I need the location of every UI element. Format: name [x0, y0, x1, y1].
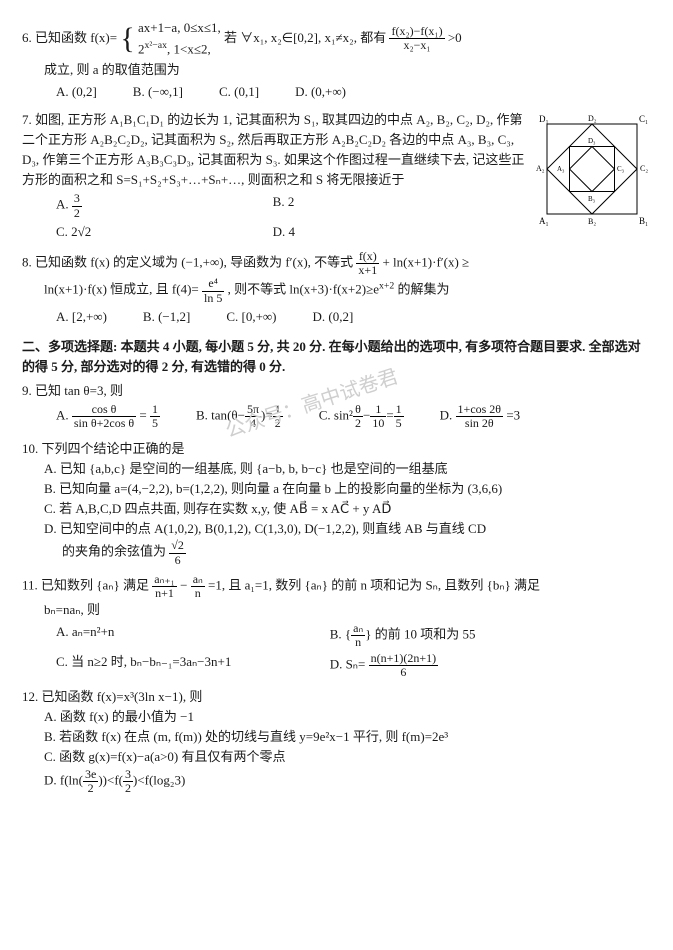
question-8: 8. 已知函数 f(x) 的定义域为 (−1,+∞), 导函数为 f′(x), …	[22, 250, 651, 329]
q6-stem4: 成立, 则 a 的取值范围为	[22, 60, 651, 80]
q10-stem: 下列四个结论中正确的是	[42, 441, 185, 456]
q7-num: 7.	[22, 112, 32, 127]
q8-options: A. [2,+∞) B. (−1,2] C. [0,+∞) D. (0,2]	[22, 307, 651, 329]
q6-num: 6.	[22, 30, 32, 45]
q9-opt-a: A. cos θsin θ+2cos θ = 15	[56, 403, 160, 430]
svg-text:A₃: A₃	[557, 165, 565, 173]
q11-opt-b: B. {aₙn} 的前 10 项和为 55	[330, 622, 604, 649]
q7-opt-c: C. 2√2	[56, 222, 273, 242]
q8-num: 8.	[22, 255, 32, 270]
q6-opt-d: D. (0,+∞)	[295, 82, 346, 102]
q11-opt-d: D. Sₙ= n(n+1)(2n+1)6	[330, 652, 604, 679]
q8-opt-b: B. (−1,2]	[143, 307, 190, 327]
q6-options: A. (0,2] B. (−∞,1] C. (0,1] D. (0,+∞)	[22, 82, 651, 104]
svg-text:B₁: B₁	[639, 216, 648, 226]
q12-opt-a: A. 函数 f(x) 的最小值为 −1	[22, 707, 651, 727]
svg-text:A₁: A₁	[539, 216, 549, 226]
q12-opt-d: D. f(ln(3e2))<f(32)<f(log₂3)	[22, 768, 651, 795]
q11-s1: 已知数列 {aₙ} 满足	[41, 577, 149, 592]
question-6: 6. 已知函数 f(x)= { ax+1−a, 0≤x≤1, 2x²−ax, 1…	[22, 18, 651, 104]
q9-opt-d: D. 1+cos 2θsin 2θ =3	[440, 403, 521, 430]
q11-opt-c: C. 当 n≥2 时, bₙ−bₙ₋₁=3aₙ−3n+1	[56, 652, 330, 679]
q10-opt-a: A. 已知 {a,b,c} 是空间的一组基底, 则 {a−b, b, b−c} …	[22, 459, 651, 479]
q7-opt-b: B. 2	[273, 192, 490, 219]
q7-figure: D₁ C₁ A₁ B₁ D₂ C₂ A₂ B₂ D₃ C₃ A₃ B₃	[533, 110, 651, 234]
brace-icon: {	[120, 22, 134, 55]
q8-opt-c: C. [0,+∞)	[226, 307, 276, 327]
q7-opt-d: D. 4	[273, 222, 490, 242]
q6-stem2: 若 ∀x₁, x₂∈[0,2], x₁≠x₂, 都有	[224, 30, 386, 45]
section-2-title: 二、多项选择题: 本题共 4 小题, 每小题 5 分, 共 20 分. 在每小题…	[22, 337, 651, 377]
q10-opt-d2: 的夹角的余弦值为 √26	[22, 539, 651, 566]
svg-text:C₂: C₂	[640, 164, 648, 173]
q6-piecewise: ax+1−a, 0≤x≤1, 2x²−ax, 1<x≤2,	[138, 18, 221, 60]
q6-stem1: 已知函数 f(x)=	[35, 30, 117, 45]
q12-stem: 已知函数 f(x)=x³(3ln x−1), 则	[42, 689, 203, 704]
q6-opt-b: B. (−∞,1]	[133, 82, 183, 102]
q8-s1: 已知函数 f(x) 的定义域为 (−1,+∞), 导函数为 f′(x), 不等式	[35, 255, 353, 270]
q6-frac: f(x₂)−f(x₁) x₂−x₁	[389, 25, 444, 52]
q12-num: 12.	[22, 689, 38, 704]
svg-text:B₂: B₂	[588, 217, 596, 226]
q9-opt-b: B. tan(θ−5π4)=12	[196, 403, 283, 430]
q11-opt-a: A. aₙ=n²+n	[56, 622, 330, 649]
q7-options: A. 32 B. 2 C. 2√2 D. 4	[22, 192, 527, 244]
q11-s3: bₙ=naₙ, 则	[22, 600, 651, 620]
svg-text:D₃: D₃	[588, 137, 596, 145]
svg-text:C₁: C₁	[639, 114, 648, 124]
question-11: 11. 已知数列 {aₙ} 满足 aₙ₊₁n+1 − aₙn =1, 且 a₁=…	[22, 573, 651, 681]
q7-stem: 如图, 正方形 A₁B₁C₁D₁ 的边长为 1, 记其面积为 S₁, 取其四边的…	[22, 112, 524, 187]
q6-piece1: ax+1−a, 0≤x≤1,	[138, 18, 221, 38]
q6-opt-a: A. (0,2]	[56, 82, 97, 102]
q8-opt-d: D. (0,2]	[313, 307, 354, 327]
question-10: 10. 下列四个结论中正确的是 A. 已知 {a,b,c} 是空间的一组基底, …	[22, 439, 651, 567]
q10-opt-c: C. 若 A,B,C,D 四点共面, 则存在实数 x,y, 使 AB⃗ = x …	[22, 499, 651, 519]
q10-opt-b: B. 已知向量 a=(4,−2,2), b=(1,2,2), 则向量 a 在向量…	[22, 479, 651, 499]
q11-s2: =1, 且 a₁=1, 数列 {aₙ} 的前 n 项和记为 Sₙ, 且数列 {b…	[208, 577, 540, 592]
question-9: 9. 已知 tan θ=3, 则 公众号：高中试卷君 A. cos θsin θ…	[22, 381, 651, 433]
q7-opt-a: A. 32	[56, 192, 273, 219]
svg-text:A₂: A₂	[536, 164, 545, 173]
q8-opt-a: A. [2,+∞)	[56, 307, 107, 327]
svg-text:B₃: B₃	[588, 195, 596, 203]
q6-piece2: 2x²−ax, 1<x≤2,	[138, 38, 221, 59]
q11-options: A. aₙ=n²+n B. {aₙn} 的前 10 项和为 55 C. 当 n≥…	[22, 622, 651, 681]
q12-opt-b: B. 若函数 f(x) 在点 (m, f(m)) 处的切线与直线 y=9e²x−…	[22, 727, 651, 747]
q12-opt-c: C. 函数 g(x)=f(x)−a(a>0) 有且仅有两个零点	[22, 747, 651, 767]
q10-opt-d1: D. 已知空间中的点 A(1,0,2), B(0,1,2), C(1,3,0),…	[22, 519, 651, 539]
svg-text:D₁: D₁	[539, 114, 549, 124]
q9-stem: 已知 tan θ=3, 则	[35, 383, 123, 398]
svg-text:C₃: C₃	[617, 165, 625, 173]
svg-text:D₂: D₂	[588, 114, 597, 123]
q6-opt-c: C. (0,1]	[219, 82, 259, 102]
q9-opt-c: C. sin²θ2−110=15	[319, 403, 404, 430]
question-12: 12. 已知函数 f(x)=x³(3ln x−1), 则 A. 函数 f(x) …	[22, 687, 651, 795]
q10-num: 10.	[22, 441, 38, 456]
q8-line2: ln(x+1)·f(x) 恒成立, 且 f(4)= e⁴ln 5 , 则不等式 …	[22, 277, 651, 304]
q9-options: A. cos θsin θ+2cos θ = 15 B. tan(θ−5π4)=…	[22, 403, 651, 432]
nested-squares-icon: D₁ C₁ A₁ B₁ D₂ C₂ A₂ B₂ D₃ C₃ A₃ B₃	[533, 110, 651, 228]
question-7: D₁ C₁ A₁ B₁ D₂ C₂ A₂ B₂ D₃ C₃ A₃ B₃ 7. 如…	[22, 110, 651, 244]
q6-stem3: >0	[448, 30, 462, 45]
q8-s2: + ln(x+1)·f′(x) ≥	[382, 255, 469, 270]
q11-num: 11.	[22, 577, 38, 592]
q9-num: 9.	[22, 383, 32, 398]
